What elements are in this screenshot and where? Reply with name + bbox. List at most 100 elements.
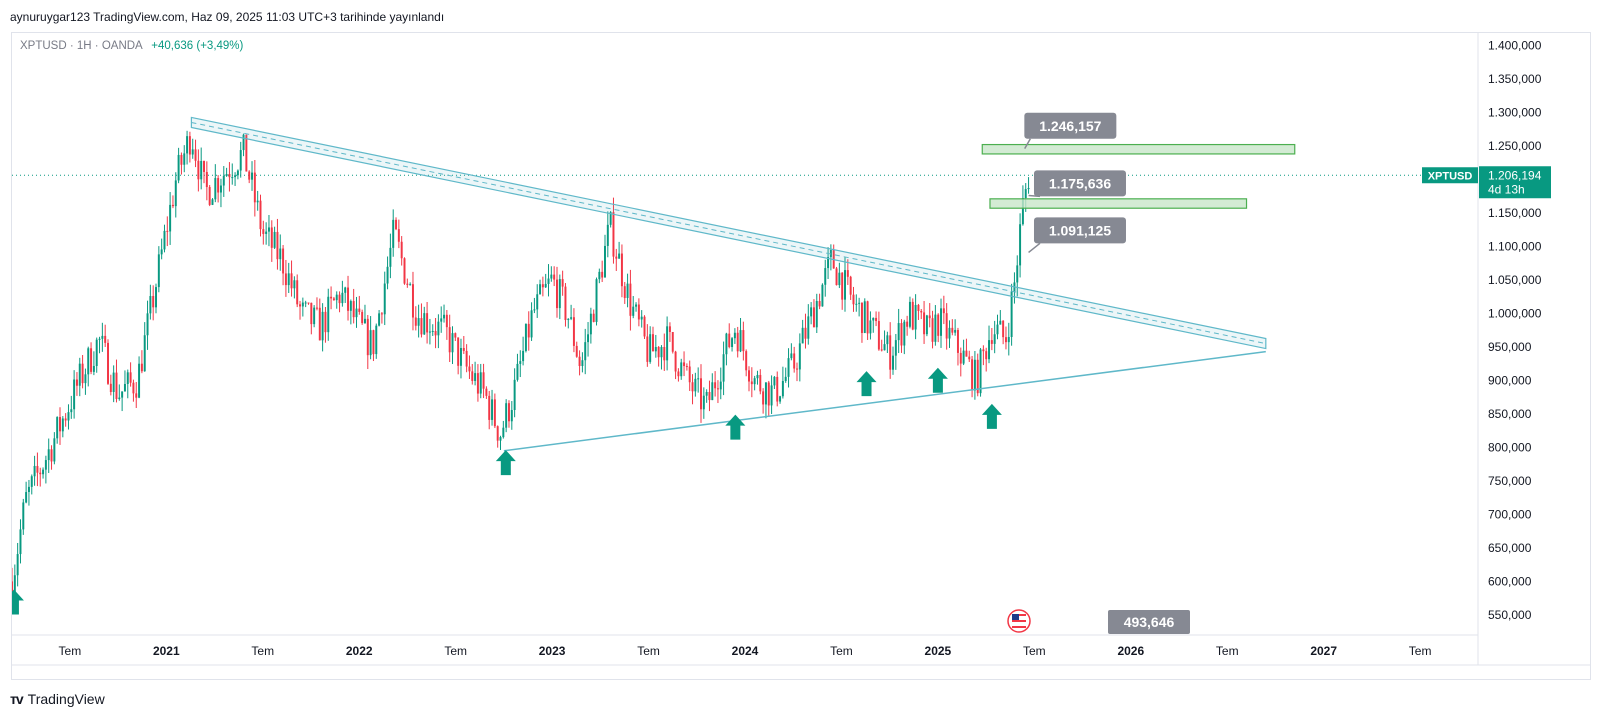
price-callout — [1024, 112, 1117, 139]
candle-body — [637, 304, 640, 320]
candle-body — [397, 229, 400, 242]
candle-body — [183, 153, 186, 165]
candle-body — [584, 342, 587, 361]
symbol-source: OANDA — [101, 40, 143, 52]
countdown-label: 4d 13h — [1488, 182, 1525, 196]
candle-body — [796, 368, 798, 370]
tradingview-logo-icon: ᴛᴠ — [10, 691, 24, 707]
candle-body — [496, 426, 499, 441]
candle-body — [691, 382, 694, 392]
candle-body — [524, 323, 527, 351]
candle-body — [877, 321, 880, 350]
channel-midline — [191, 121, 1266, 345]
candle-body — [468, 366, 471, 372]
candle-body — [70, 409, 73, 413]
symbol-interval[interactable]: 1H — [76, 40, 92, 52]
candle-body — [332, 298, 335, 301]
symbol-info[interactable]: XPTUSD · 1H · OANDA +40,636 (+3,49%) — [20, 40, 244, 52]
price-callout-label: 1.175,636 — [1049, 175, 1111, 191]
symbol-name[interactable]: XPTUSD — [20, 40, 67, 52]
candle-body — [652, 334, 654, 352]
candle-body — [171, 204, 174, 207]
candle-body — [547, 278, 550, 284]
candle-body — [392, 219, 395, 248]
candle-body — [112, 372, 115, 392]
candle-body — [411, 284, 414, 318]
candle-body — [87, 348, 90, 375]
candle-body — [338, 294, 341, 304]
candle-body — [948, 327, 951, 339]
candle-body — [465, 350, 468, 367]
candle-body — [219, 185, 222, 193]
candle-body — [296, 280, 299, 305]
up-arrow-icon — [495, 450, 516, 476]
candle-body — [530, 310, 533, 338]
candle-body — [431, 330, 434, 332]
candle-body — [474, 373, 477, 381]
x-tick-label: Tem — [637, 644, 660, 658]
candle-body — [132, 382, 135, 394]
candle-body — [344, 287, 347, 293]
candle-body — [708, 391, 711, 401]
candle-body — [56, 417, 59, 439]
candle-body — [1016, 265, 1019, 283]
plot-area: 1.246,157 1.175,636 1.091,125 — [12, 112, 1478, 615]
candle-body — [499, 437, 502, 441]
candle-body — [838, 272, 841, 286]
candle-body — [578, 356, 581, 367]
candle-body — [787, 358, 790, 377]
candle-body — [513, 379, 516, 410]
candle-body — [67, 412, 70, 421]
candle-body — [962, 350, 965, 364]
candle-body — [592, 313, 595, 322]
candle-body — [900, 323, 903, 346]
candle-body — [951, 327, 954, 333]
footer-brand[interactable]: ᴛᴠ TradingView — [10, 691, 105, 707]
candle-body — [383, 283, 386, 315]
candle-body — [623, 286, 626, 298]
candle-body — [620, 253, 623, 287]
candle-body — [479, 372, 482, 394]
candle-body — [310, 302, 313, 325]
candle-body — [75, 379, 78, 386]
candle-body — [84, 374, 87, 384]
candle-body — [756, 374, 759, 379]
up-arrow-icon — [981, 403, 1002, 429]
candle-body — [793, 353, 796, 369]
candle-body — [389, 247, 392, 267]
candle-body — [253, 172, 256, 203]
candle-body — [587, 334, 590, 343]
candle-body — [829, 250, 832, 258]
candle-body — [725, 333, 728, 355]
candle-body — [954, 329, 957, 333]
candle-body — [363, 318, 366, 324]
candle-body — [609, 212, 612, 225]
up-arrow-icon — [927, 367, 948, 393]
candle-body — [536, 294, 539, 310]
candle-body — [666, 326, 669, 361]
x-tick-label: Tem — [1409, 644, 1432, 658]
candle-body — [917, 304, 920, 311]
candle-body — [273, 231, 276, 248]
candle-body — [186, 136, 189, 154]
published-header: aynuruygar123 TradingView.com, Haz 09, 2… — [10, 10, 445, 24]
candle-body — [140, 363, 143, 372]
candle-body — [476, 373, 479, 394]
symbol-change: +40,636 (+3,49%) — [151, 40, 244, 52]
candle-body — [846, 270, 849, 277]
candle-body — [53, 438, 56, 462]
candle-body — [211, 199, 214, 205]
candle-body — [764, 382, 767, 405]
candle-body — [632, 306, 635, 316]
candle-body — [553, 274, 556, 280]
candle-body — [118, 397, 121, 399]
x-tick-label: Tem — [444, 644, 467, 658]
candle-body — [30, 476, 33, 487]
candle-body — [194, 149, 197, 161]
candle-body — [999, 320, 1002, 325]
candle-body — [601, 271, 604, 278]
candle-body — [491, 399, 494, 420]
candle-body — [341, 292, 344, 304]
candle-body — [894, 340, 897, 356]
